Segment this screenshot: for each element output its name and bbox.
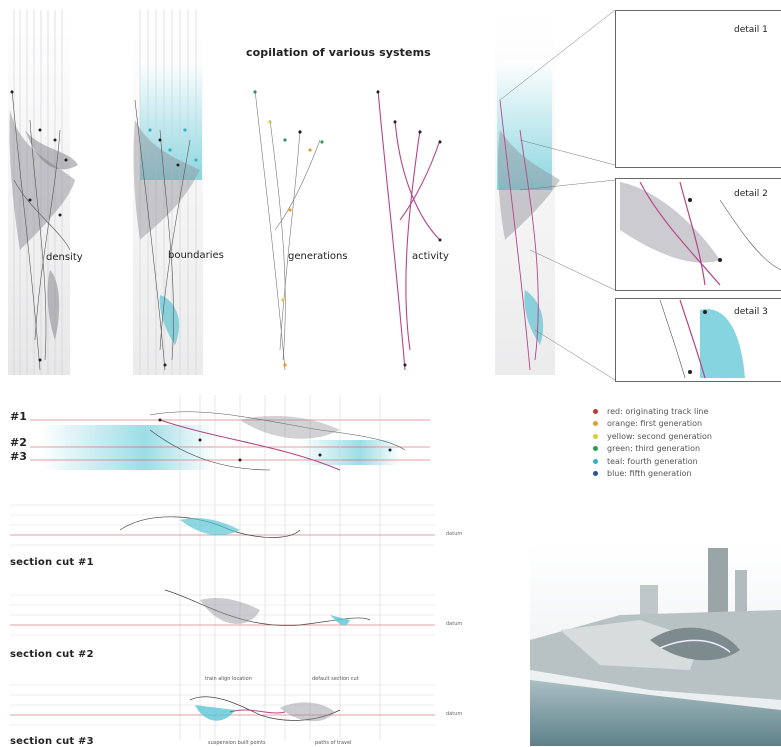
legend-dot	[593, 421, 598, 427]
page-title: copilation of various systems	[246, 46, 431, 59]
detail-2-label: detail 2	[734, 189, 768, 199]
boundaries-label: boundaries	[168, 250, 224, 261]
generations-diagram	[253, 89, 324, 371]
legend-item: orange: first generation	[593, 418, 781, 431]
legend-dot	[593, 458, 598, 464]
legend-dot	[593, 446, 598, 452]
section-1-drawing	[10, 504, 435, 546]
legend-dot	[593, 433, 598, 439]
boundaries-diagram	[133, 10, 203, 375]
detail-3-box: detail 3	[615, 298, 781, 382]
activity-diagram	[376, 89, 442, 371]
detail-2-drawing	[617, 180, 781, 287]
legend-label: yellow: second generation	[607, 431, 712, 441]
legend-item: yellow: second generation	[593, 430, 781, 443]
cut-2-marker: #2	[10, 436, 27, 449]
generation-legend: red: originating track line orange: firs…	[593, 405, 781, 480]
section-3-drawing	[10, 684, 435, 726]
detail-2-box: detail 2	[615, 178, 781, 291]
generations-label: generations	[288, 251, 348, 262]
legend-label: red: originating track line	[607, 406, 709, 416]
detail-3-label: detail 3	[734, 307, 768, 317]
compiled-diagram	[495, 9, 616, 381]
detail-1-box: detail 1	[615, 10, 781, 168]
activity-label: activity	[412, 251, 449, 262]
legend-item: green: third generation	[593, 443, 781, 456]
datum-label-3: datum	[446, 711, 463, 717]
datum-label-1: datum	[446, 531, 463, 537]
density-diagram	[8, 10, 78, 375]
legend-dot	[593, 408, 598, 414]
legend-item: blue: fifth generation	[593, 468, 781, 481]
detail-1-label: detail 1	[734, 25, 768, 35]
annotation-train-align: train align location	[205, 676, 252, 682]
section-cut-2-label: section cut #2	[10, 649, 94, 660]
density-label: density	[46, 252, 83, 263]
detail-3-drawing	[617, 299, 781, 379]
legend-label: orange: first generation	[607, 419, 703, 429]
section-cut-3-label: section cut #3	[10, 736, 94, 747]
legend-label: blue: fifth generation	[607, 469, 692, 479]
section-cut-1-label: section cut #1	[10, 557, 94, 568]
cut-3-marker: #3	[10, 450, 27, 463]
legend-dot	[593, 471, 598, 477]
legend-item: teal: fourth generation	[593, 455, 781, 468]
datum-label-2: datum	[446, 621, 463, 627]
legend-label: teal: fourth generation	[607, 456, 698, 466]
annotation-suspension-points: suspension built points	[208, 740, 266, 746]
cut-plan-drawing	[30, 395, 430, 740]
legend-label: green: third generation	[607, 444, 701, 454]
cut-1-marker: #1	[10, 410, 27, 423]
legend-item: red: originating track line	[593, 405, 781, 418]
section-2-drawing	[10, 589, 435, 636]
annotation-paths-of-travel: paths of travel	[315, 740, 352, 746]
site-render-image	[530, 543, 781, 746]
annotation-default-section: default section cut	[312, 676, 359, 682]
